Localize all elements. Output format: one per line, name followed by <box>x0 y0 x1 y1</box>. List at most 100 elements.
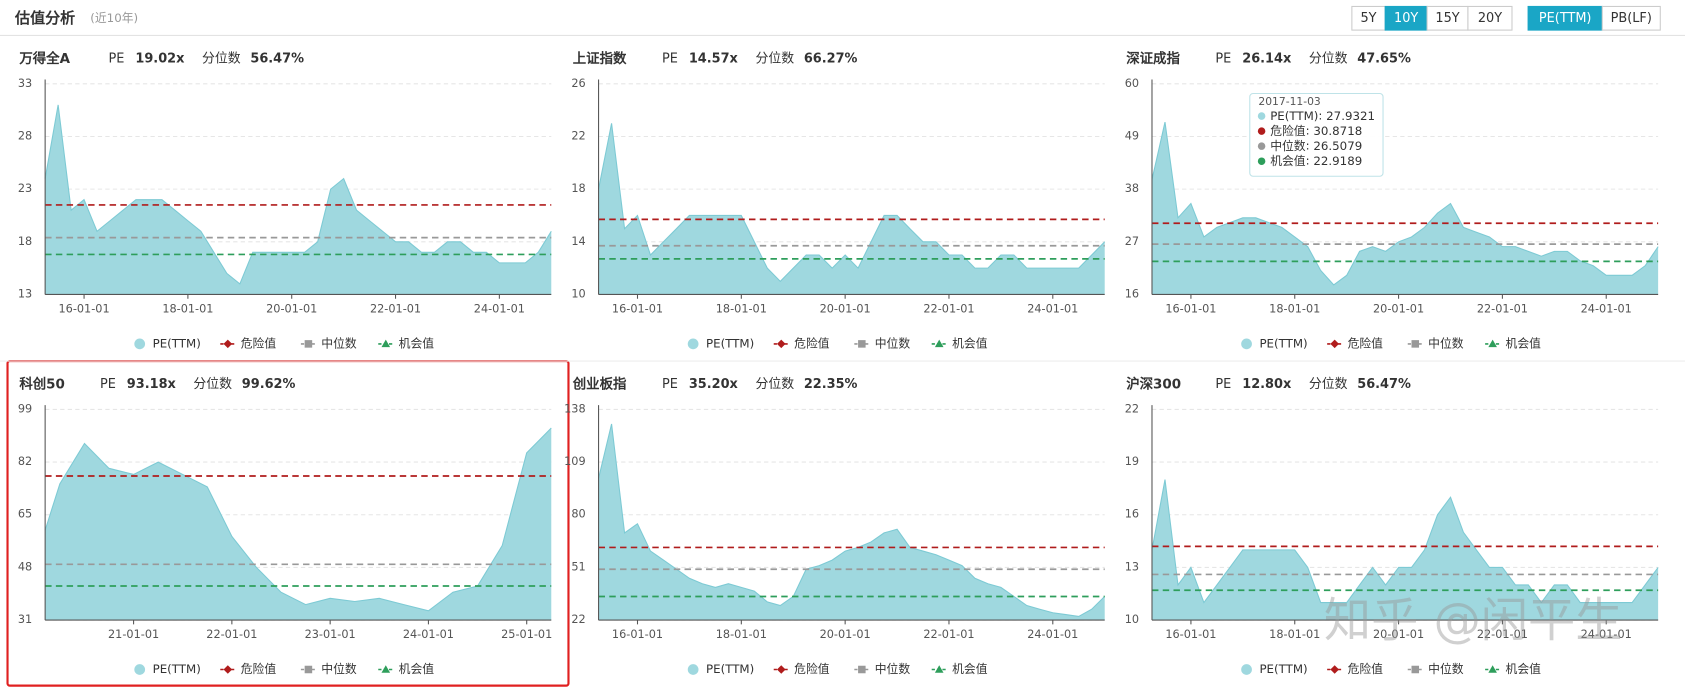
toggle-button-label[interactable]: 5Y <box>1360 11 1376 26</box>
tooltip-item: 机会值: 22.9189 <box>1270 154 1362 168</box>
stat-value: 19.02x <box>135 52 185 67</box>
area-line <box>44 104 552 285</box>
stat-label: PE <box>109 52 125 67</box>
toggle-button[interactable] <box>1601 5 1661 31</box>
legend-label: 危险值 <box>241 336 277 350</box>
toggle-button-label[interactable]: 20Y <box>1478 11 1502 26</box>
toggle-button-label[interactable]: PB(LF) <box>1611 11 1652 26</box>
legend-marker <box>304 665 313 674</box>
toggle-button-label[interactable]: PE(TTM) <box>1539 11 1592 26</box>
area-line <box>598 423 1106 617</box>
x-tick-label: 25-01-01 <box>501 628 552 641</box>
toggle-button-label[interactable]: 10Y <box>1394 11 1418 26</box>
x-tick-label: 22-01-01 <box>923 303 974 316</box>
legend-marker <box>304 340 313 348</box>
y-tick-label: 28 <box>18 129 32 142</box>
stat-value: 93.18x <box>127 377 177 392</box>
x-tick-label: 18-01-01 <box>1269 303 1320 316</box>
stat-label: 分位数 <box>193 377 232 392</box>
y-tick-label: 33 <box>18 77 32 90</box>
area-line <box>44 427 552 612</box>
area-fill <box>598 423 1105 621</box>
legend-marker <box>934 339 944 348</box>
legend-marker <box>1411 340 1420 348</box>
area-fill <box>1151 122 1659 295</box>
y-tick-label: 48 <box>18 560 32 573</box>
stat-value: 12.80x <box>1242 377 1292 392</box>
stat-label: PE <box>662 52 678 67</box>
y-tick-label: 99 <box>18 402 32 415</box>
legend-marker <box>687 338 699 350</box>
tooltip-item: 危险值: 30.8718 <box>1270 124 1362 138</box>
y-tick-label: 82 <box>18 455 32 468</box>
legend-marker <box>134 338 146 350</box>
y-tick-label: 19 <box>1125 455 1139 468</box>
y-tick-label: 13 <box>1125 560 1139 573</box>
tooltip-date: 2017-11-03 <box>1258 95 1320 108</box>
x-tick-label: 20-01-01 <box>266 303 317 316</box>
legend-label: PE(TTM) <box>706 336 754 350</box>
legend-marker <box>858 665 866 674</box>
x-tick-label: 18-01-01 <box>1269 628 1320 641</box>
legend-marker <box>1330 339 1339 349</box>
y-tick-label: 22 <box>571 129 585 142</box>
chart-title: 沪深300 <box>1126 376 1181 393</box>
y-tick-label: 109 <box>564 455 586 468</box>
x-tick-label: 16-01-01 <box>612 628 663 641</box>
legend-label: PE(TTM) <box>1259 662 1307 676</box>
stat-label: 分位数 <box>755 377 794 392</box>
x-tick-label: 16-01-01 <box>1165 628 1216 641</box>
y-tick-label: 26 <box>571 77 585 90</box>
chart-title: 科创50 <box>19 376 65 393</box>
y-tick-label: 10 <box>1125 613 1139 626</box>
legend-marker <box>1330 665 1339 674</box>
stat-value: 56.47% <box>250 52 304 67</box>
tooltip-dot <box>1257 157 1266 165</box>
tooltip-item-label: PE(TTM) <box>1270 109 1318 123</box>
x-tick-label: 20-01-01 <box>1373 628 1424 641</box>
y-tick-label: 31 <box>18 613 32 626</box>
y-tick-label: 38 <box>1125 182 1139 195</box>
stat-label: 分位数 <box>1309 377 1348 392</box>
x-tick-label: 18-01-01 <box>716 303 767 316</box>
watermark: 知乎 @闲平生 <box>1324 593 1623 648</box>
area-fill <box>45 428 552 621</box>
legend-label: 中位数 <box>1428 336 1464 350</box>
stat-label: 分位数 <box>755 52 794 67</box>
y-tick-label: 18 <box>18 235 32 248</box>
x-tick-label: 20-01-01 <box>820 303 871 316</box>
y-tick-label: 22 <box>1125 402 1139 415</box>
x-tick-label: 22-01-01 <box>1477 303 1528 316</box>
stat-value: 26.14x <box>1242 52 1292 67</box>
stat-label: PE <box>1215 377 1231 392</box>
toggle-button-label[interactable]: 15Y <box>1435 11 1459 26</box>
chart-title: 万得全A <box>18 50 70 67</box>
y-tick-label: 60 <box>1125 77 1139 90</box>
legend-label: PE(TTM) <box>706 662 754 676</box>
x-tick-label: 22-01-01 <box>1477 628 1528 641</box>
x-tick-label: 20-01-01 <box>820 628 871 641</box>
x-tick-label: 24-01-01 <box>403 628 454 641</box>
y-tick-label: 22 <box>571 613 585 626</box>
legend-label: 中位数 <box>875 662 911 676</box>
legend-marker <box>934 665 944 673</box>
legend-marker <box>1241 338 1252 350</box>
y-tick-label: 138 <box>564 402 586 415</box>
stat-value: 35.20x <box>689 377 739 392</box>
legend-marker <box>134 664 146 675</box>
stat-value: 99.62% <box>242 377 296 392</box>
legend-label: 中位数 <box>1428 662 1464 676</box>
x-tick-label: 18-01-01 <box>716 628 767 641</box>
tooltip-item-value: 22.9189 <box>1313 154 1362 168</box>
chart-title: 深证成指 <box>1126 50 1180 67</box>
y-tick-label: 27 <box>1125 235 1139 248</box>
tooltip-dot <box>1257 127 1266 135</box>
x-tick-label: 24-01-01 <box>1027 628 1078 641</box>
toggle-button[interactable] <box>1467 5 1513 31</box>
legend-label: 危险值 <box>1348 662 1384 676</box>
area-line <box>1151 479 1659 604</box>
x-tick-label: 21-01-01 <box>108 628 159 641</box>
x-tick-label: 22-01-01 <box>206 628 257 641</box>
stat-label: 分位数 <box>1309 52 1348 67</box>
stat-label: 分位数 <box>202 52 241 67</box>
